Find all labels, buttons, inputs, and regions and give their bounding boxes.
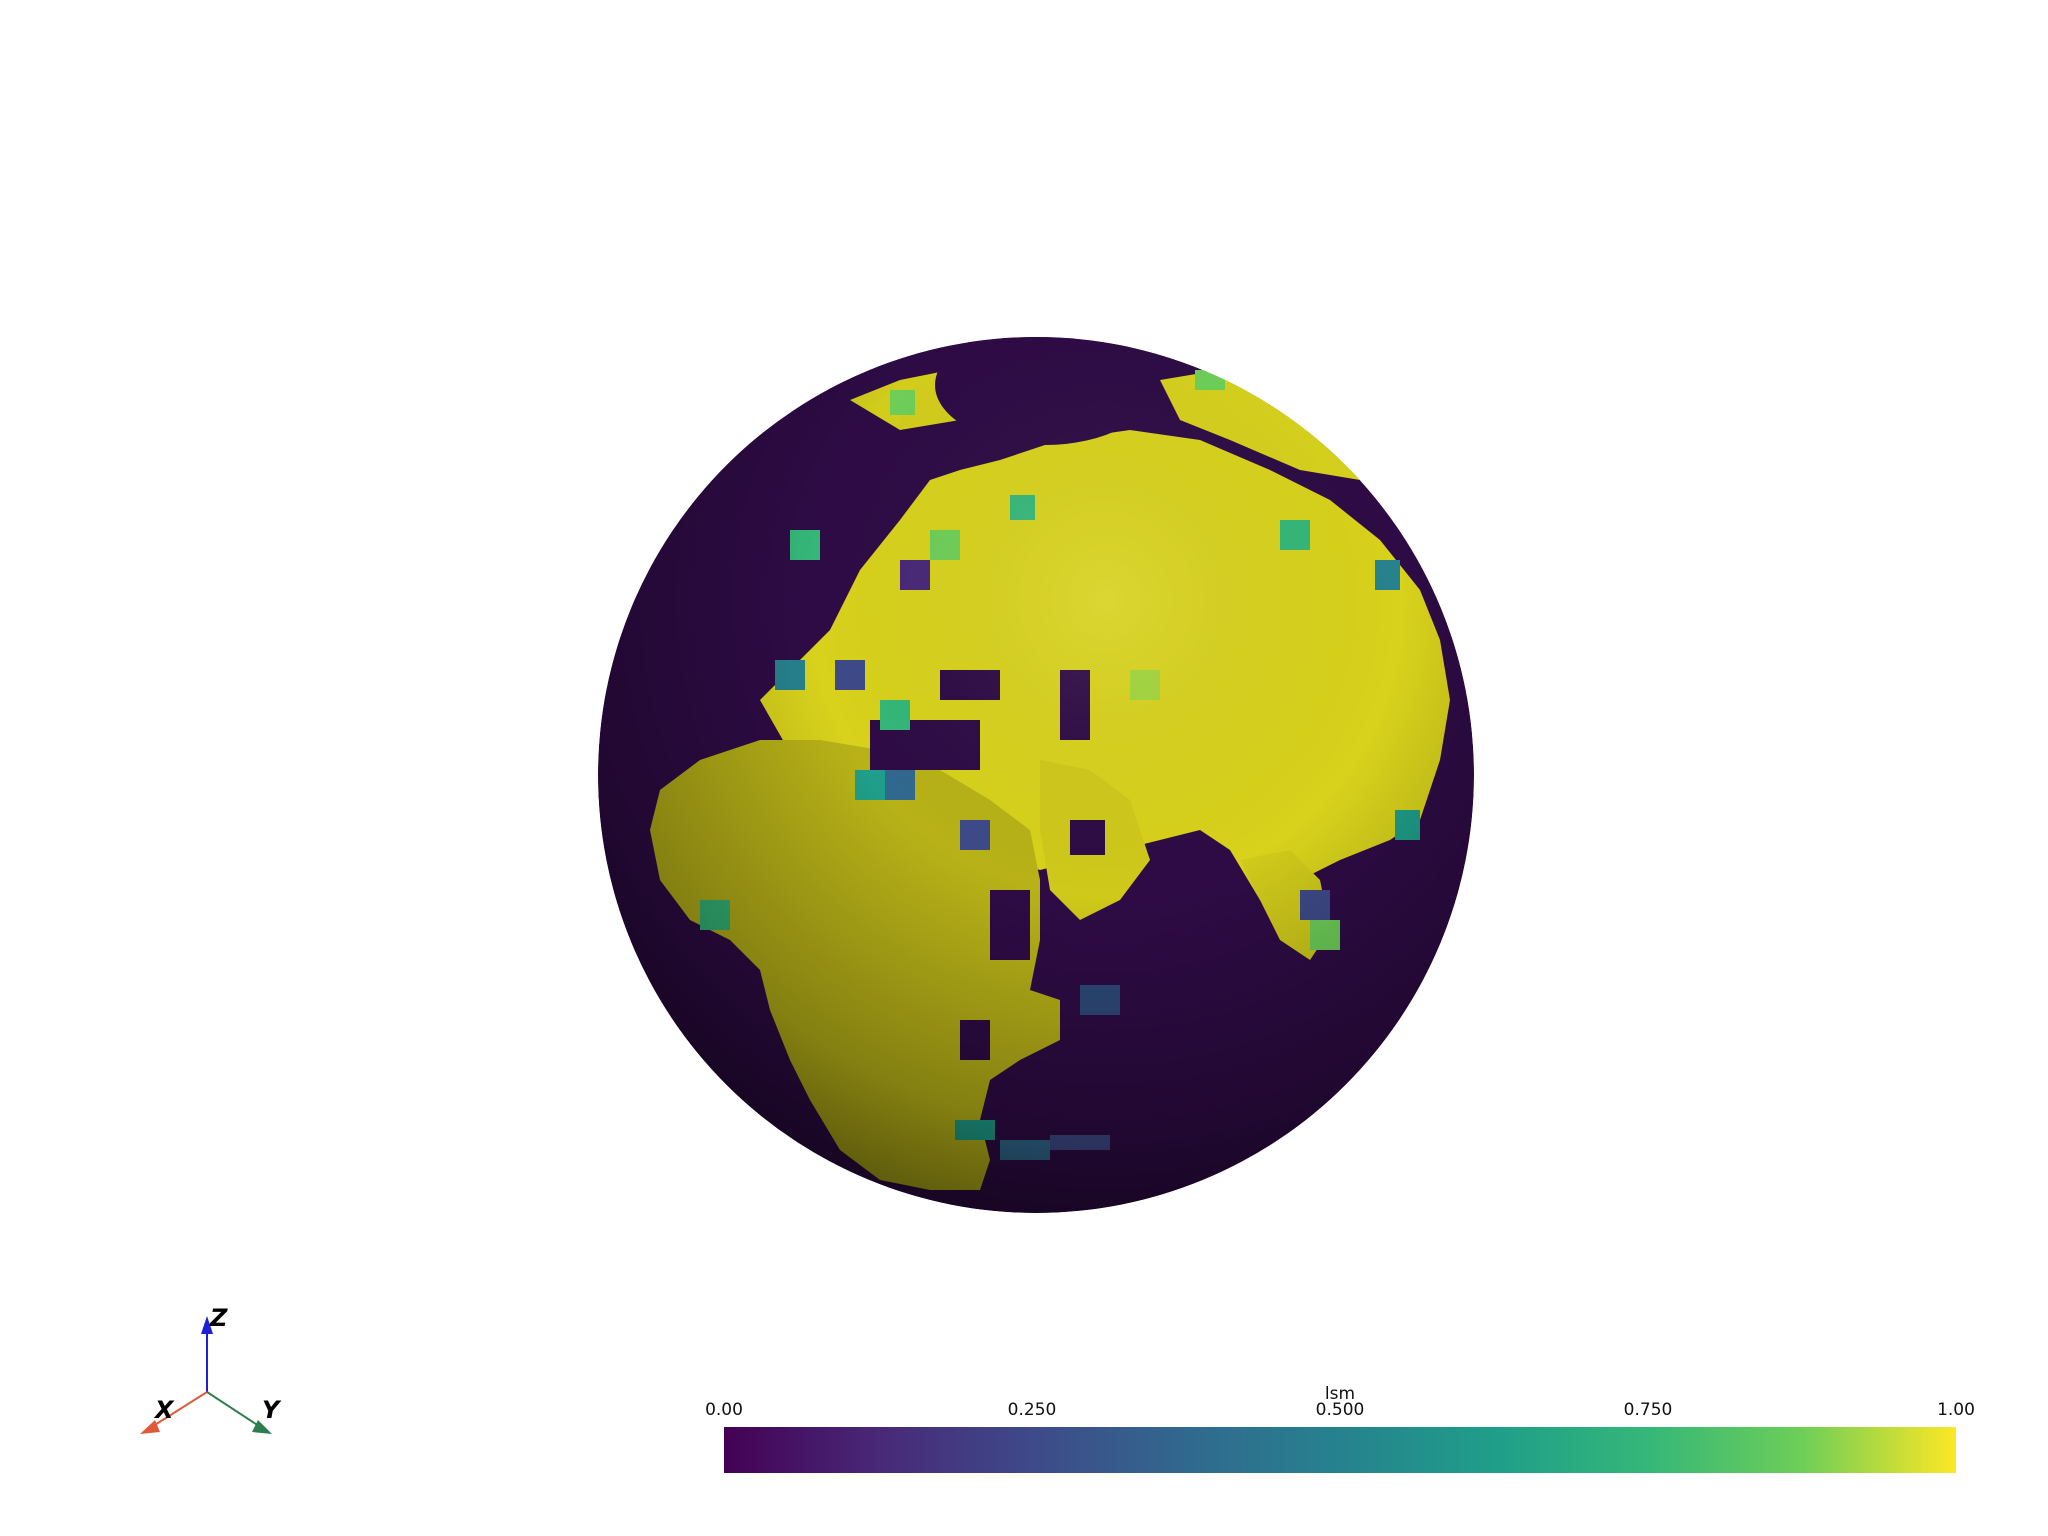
z-axis-label: Z: [209, 1304, 228, 1332]
y-axis-label: Y: [262, 1396, 282, 1424]
x-axis-label: X: [153, 1396, 175, 1424]
x-axis-arrow: [140, 1420, 160, 1434]
scalar-bar-tick-4: 1.00: [1937, 1400, 1975, 1420]
scalar-bar-tick-1: 0.250: [1007, 1400, 1057, 1420]
scalar-bar-tick-3: 0.750: [1623, 1400, 1673, 1420]
scalar-bar-tick-0: 0.00: [705, 1400, 743, 1420]
y-axis-arrow: [252, 1420, 272, 1434]
y-axis-line: [206, 1391, 263, 1429]
coastal-cell: [760, 340, 790, 360]
globe-surface: [598, 337, 1474, 1213]
z-axis-arrow: [201, 1316, 213, 1334]
scalar-bar-gradient: [724, 1427, 1956, 1473]
scalar-bar-tick-2: 0.500: [1315, 1400, 1365, 1420]
orientation-axes[interactable]: Z X Y: [140, 1304, 282, 1434]
x-axis-line: [149, 1391, 208, 1429]
scalar-bar-title: lsm: [1324, 1384, 1356, 1404]
globe-shading: [598, 337, 1474, 1213]
